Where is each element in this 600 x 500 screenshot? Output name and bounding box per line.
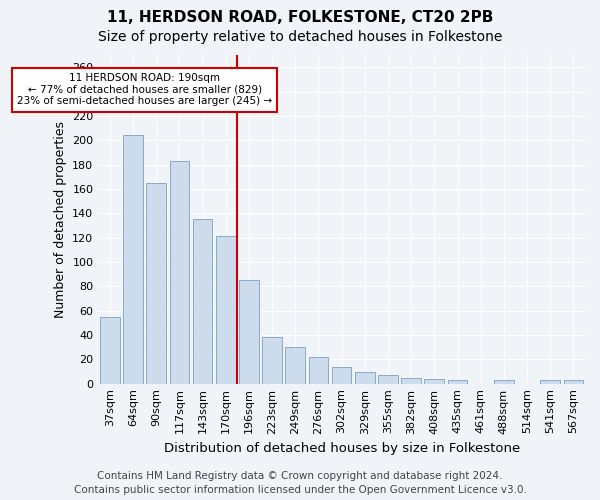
Y-axis label: Number of detached properties: Number of detached properties xyxy=(53,121,67,318)
Bar xyxy=(541,380,560,384)
Bar xyxy=(563,380,583,384)
Bar xyxy=(216,236,236,384)
Text: Size of property relative to detached houses in Folkestone: Size of property relative to detached ho… xyxy=(98,30,502,44)
Bar xyxy=(355,372,374,384)
Text: 11, HERDSON ROAD, FOLKESTONE, CT20 2PB: 11, HERDSON ROAD, FOLKESTONE, CT20 2PB xyxy=(107,10,493,25)
Bar xyxy=(424,379,444,384)
Bar xyxy=(448,380,467,384)
X-axis label: Distribution of detached houses by size in Folkestone: Distribution of detached houses by size … xyxy=(164,442,520,455)
Text: Contains HM Land Registry data © Crown copyright and database right 2024.
Contai: Contains HM Land Registry data © Crown c… xyxy=(74,471,526,495)
Bar xyxy=(308,357,328,384)
Bar xyxy=(239,280,259,384)
Bar xyxy=(378,375,398,384)
Text: 11 HERDSON ROAD: 190sqm
← 77% of detached houses are smaller (829)
23% of semi-d: 11 HERDSON ROAD: 190sqm ← 77% of detache… xyxy=(17,74,272,106)
Bar xyxy=(262,338,282,384)
Bar xyxy=(170,161,189,384)
Bar xyxy=(286,347,305,384)
Bar xyxy=(193,220,212,384)
Bar xyxy=(494,380,514,384)
Bar xyxy=(146,183,166,384)
Bar xyxy=(100,316,120,384)
Bar xyxy=(401,378,421,384)
Bar xyxy=(123,136,143,384)
Bar xyxy=(332,366,352,384)
